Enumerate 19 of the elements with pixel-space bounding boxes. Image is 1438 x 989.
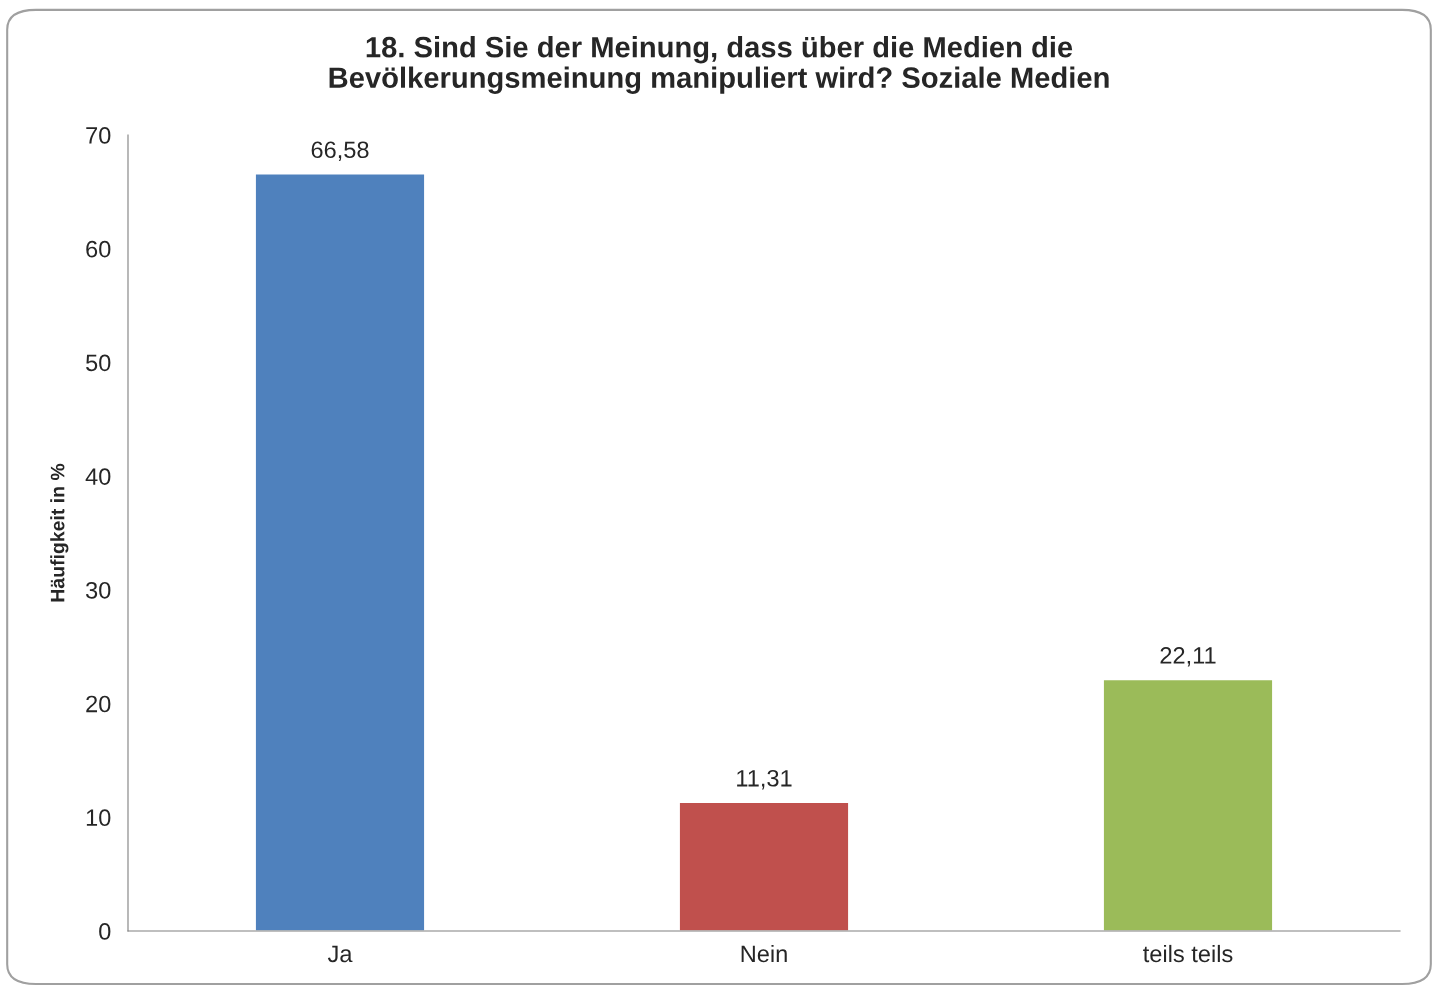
- x-tick-label: Ja: [327, 945, 353, 963]
- y-tick-label: 50: [86, 354, 111, 372]
- x-tick-label: Nein: [741, 944, 787, 963]
- chart-title: 18. Sind Sie der Meinung, dass über die Medien die Bevölkerungsmeinung manipuliert wird? Soziale Medien: [329, 36, 1109, 94]
- y-tick-label: 60: [86, 240, 111, 258]
- y-tick-label: 10: [86, 809, 111, 827]
- y-tick-label: 20: [86, 695, 111, 713]
- y-tick-label: 0: [99, 923, 111, 940]
- y-axis-title: Häufigkeit in %: [50, 463, 69, 602]
- data-label: 66,58: [311, 141, 369, 161]
- data-label: 22,11: [1160, 647, 1216, 667]
- y-tick-label: 40: [85, 468, 111, 485]
- bar: [254, 173, 426, 931]
- bar: [678, 801, 850, 931]
- y-tick-label: 70: [86, 127, 111, 144]
- data-label: 11,31: [737, 769, 792, 790]
- y-tick-label: 30: [85, 581, 111, 599]
- bar: [1102, 678, 1274, 931]
- x-tick-label: teils teils: [1143, 944, 1233, 963]
